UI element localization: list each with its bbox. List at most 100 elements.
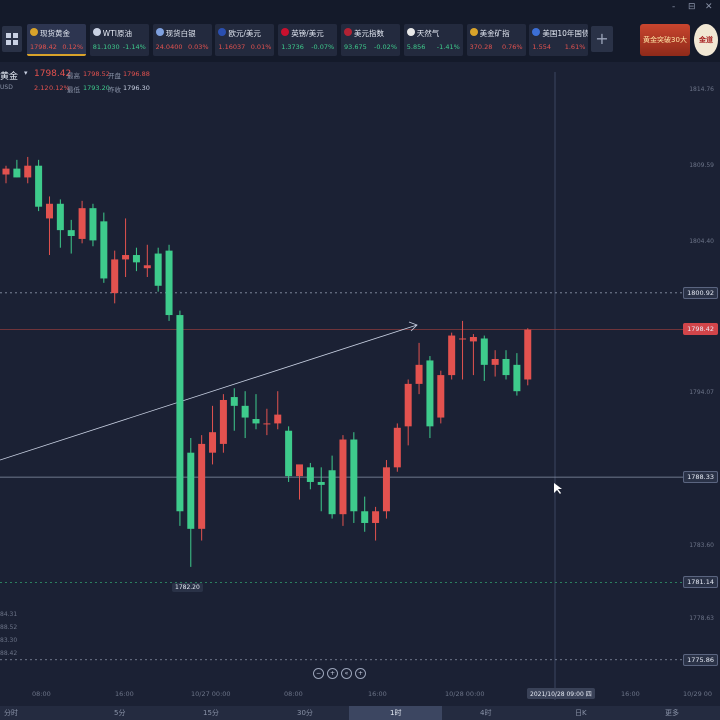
ticker-price: 93.675	[344, 43, 367, 51]
candle-body	[469, 337, 477, 342]
ticker-tile[interactable]: 英镑/美元 1.3736 -0.07%	[278, 24, 338, 56]
candle-body	[13, 168, 21, 178]
candle-body	[295, 464, 303, 477]
ticker-name: 现货黄金	[40, 29, 70, 38]
chevron-down-icon[interactable]: ▾	[24, 69, 28, 77]
timeframe-tab[interactable]: 分时	[4, 709, 18, 717]
time-axis-label: 10/28 00:00	[445, 690, 485, 698]
candle-body	[263, 423, 271, 425]
ticker-name: 美金矿指	[479, 29, 510, 38]
mouse-cursor-icon	[554, 483, 562, 494]
symbol-name[interactable]: 黄金	[0, 72, 19, 82]
candle-body	[89, 208, 97, 241]
timeframe-tab[interactable]: 1时	[349, 706, 443, 720]
top-toolbar: - ⊟ ✕ 现货黄金 1798.42 0.12% WTI原油 81.1030 -1.14%…	[0, 0, 720, 62]
candle-body	[154, 253, 162, 286]
candle-body	[306, 467, 314, 482]
prev-close-label: 昨收	[108, 86, 121, 94]
timeframe-tab[interactable]: 日K	[575, 709, 587, 717]
candle-body	[45, 203, 53, 219]
scroll-left-button[interactable]: «	[341, 668, 352, 679]
candle-body	[361, 511, 369, 523]
zoom-out-button[interactable]: −	[313, 668, 324, 679]
candle-body	[219, 399, 227, 444]
ticker-tile[interactable]: 现货白银 24.0400 0.03%	[152, 24, 212, 56]
brand-logo[interactable]: 金道	[694, 24, 718, 56]
add-ticker-button[interactable]: +	[591, 26, 613, 52]
candle-body	[524, 329, 532, 380]
candle-body	[241, 405, 249, 418]
ticker-name: 美国10年国债...	[542, 29, 589, 38]
candle-body	[274, 414, 282, 424]
ticker-price: 81.1030	[92, 43, 120, 51]
candle-body	[56, 203, 64, 231]
layout-grid-button[interactable]	[2, 26, 22, 52]
price-level-tag: 1788.33	[683, 471, 718, 484]
ticker-change: 0.03%	[187, 43, 209, 51]
ticker-tile[interactable]: WTI原油 81.1030 -1.14%	[89, 24, 149, 56]
left-axis-label: 84.31	[0, 611, 18, 618]
promo-banner[interactable]: 黄金突破30大	[640, 24, 690, 56]
restore-icon[interactable]: ⊟	[688, 2, 696, 12]
ticker-tile[interactable]: 美国10年国债... 1.554 1.61%	[529, 24, 589, 56]
time-axis-label: 16:00	[621, 690, 640, 698]
symbol-unit: USD	[0, 84, 13, 91]
ticker-tile[interactable]: 欧元/美元 1.16037 0.01%	[215, 24, 275, 56]
price-level-tag: 1781.14	[683, 576, 718, 589]
price-axis-label: 1794.07	[689, 389, 714, 397]
price-change-pct: 0.12%	[49, 84, 70, 92]
candle-body	[372, 511, 380, 523]
candle-body	[132, 255, 140, 263]
ticker-price: 1.3736	[281, 43, 304, 51]
ticker-name: 美元指数	[354, 29, 384, 38]
minimize-icon[interactable]: -	[672, 2, 676, 12]
ticker-flag-icon	[92, 28, 101, 36]
price-axis-label: 1778.63	[689, 615, 714, 623]
price-axis-label: 1814.76	[689, 86, 714, 94]
ticker-tile[interactable]: 美元指数 93.675 -0.02%	[341, 24, 400, 56]
candle-body	[209, 432, 217, 453]
price-axis-label: 1783.60	[689, 542, 714, 550]
timeframe-tab[interactable]: 4时	[480, 709, 492, 717]
candle-body	[415, 364, 423, 384]
candle-body	[252, 419, 260, 424]
timeframe-tab[interactable]: 15分	[203, 709, 219, 717]
ticker-tile[interactable]: 天然气 5.856 -1.41%	[403, 24, 463, 56]
ticker-flag-icon	[344, 28, 352, 36]
candle-body	[2, 168, 10, 175]
ticker-tile[interactable]: 现货黄金 1798.42 0.12%	[27, 24, 86, 56]
timeframe-tab[interactable]: 30分	[297, 709, 313, 717]
candle-body	[111, 259, 119, 294]
ticker-price: 24.0400	[155, 43, 183, 51]
ticker-change: 1.61%	[564, 43, 586, 51]
timeframe-bar: 分时 5分 15分 30分 1时 4时 日K 更多	[0, 706, 720, 720]
low-value: 1793.20	[83, 84, 110, 92]
grid-icon	[6, 33, 18, 45]
timeframe-tab[interactable]: 5分	[114, 709, 126, 717]
candle-body	[448, 335, 456, 376]
zoom-in-button[interactable]: +	[327, 668, 338, 679]
ticker-flag-icon	[218, 28, 227, 36]
reset-button[interactable]: +	[355, 668, 366, 679]
last-price: 1798.42	[34, 69, 72, 79]
candle-body	[393, 427, 401, 468]
close-icon[interactable]: ✕	[705, 2, 713, 12]
candle-body	[328, 470, 336, 515]
ticker-change: -0.07%	[311, 43, 335, 51]
time-axis-label: 16:00	[368, 690, 387, 698]
candle-body	[285, 430, 293, 477]
price-level-tag: 1798.42	[683, 323, 718, 336]
open-label: 开盘	[108, 72, 121, 80]
timeframe-tab[interactable]: 更多	[665, 709, 679, 717]
candle-body	[100, 221, 108, 279]
candle-body	[187, 452, 195, 529]
ticker-flag-icon	[406, 28, 415, 36]
high-label: 最高	[67, 72, 80, 80]
price-level-tag: 1800.92	[683, 286, 718, 299]
left-axis-label: 88.42	[0, 650, 18, 657]
time-axis-label: 16:00	[115, 690, 134, 698]
time-axis-label: 08:00	[284, 690, 303, 698]
ticker-tile[interactable]: 美金矿指 370.28 0.76%	[466, 24, 526, 56]
left-axis-label: 88.52	[0, 624, 18, 631]
